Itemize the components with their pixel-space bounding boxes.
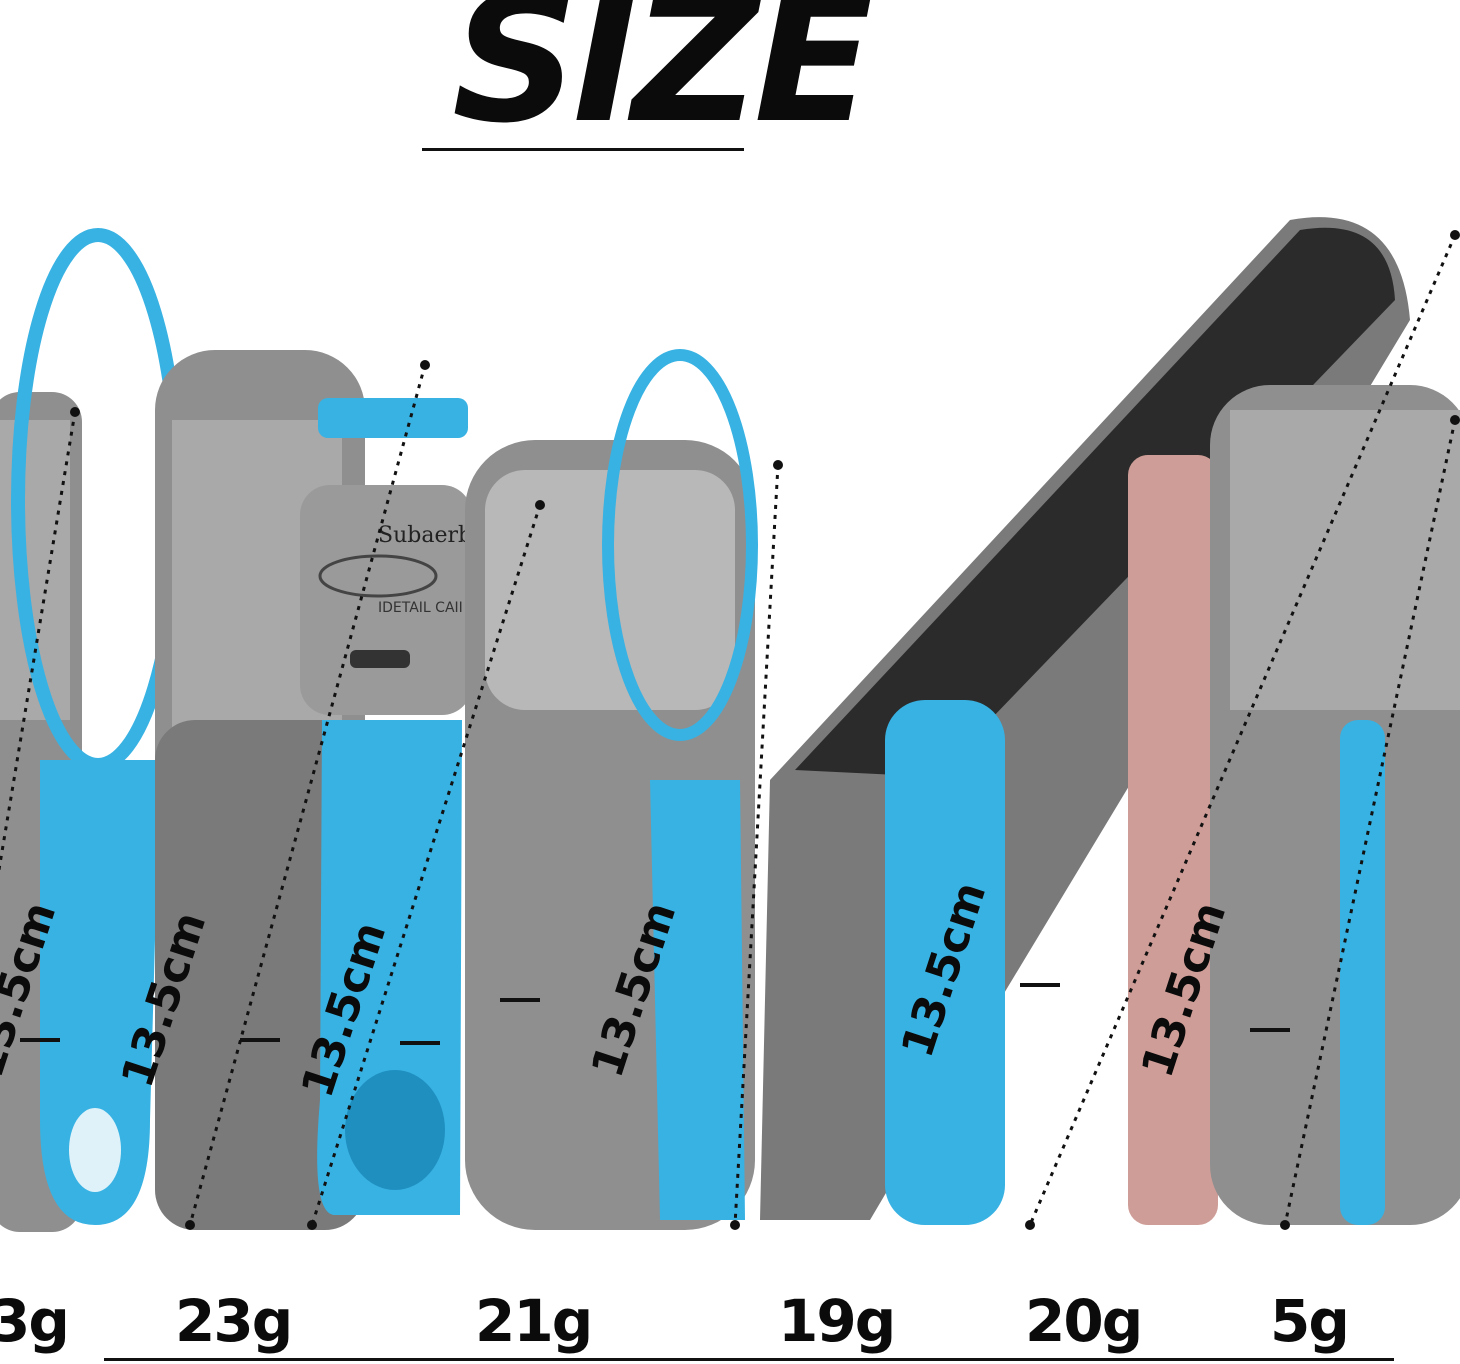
dimension-arrow-1-1: [70, 407, 80, 417]
weight-label-3: 21g: [475, 1287, 593, 1355]
grip-detail-3: [345, 1070, 445, 1190]
product-4: [465, 349, 758, 1230]
dimension-arrow-2-1: [420, 360, 430, 370]
product-3: Subaerb IDETAIL CAII: [300, 398, 472, 1215]
dimension-arrow-5-1: [1450, 230, 1460, 240]
grip-5: [885, 700, 1005, 1225]
blade-brand: Subaerb: [378, 523, 472, 548]
weight-label-5: 20g: [1025, 1287, 1143, 1355]
dimension-arrow-2-2: [185, 1220, 195, 1230]
dimension-arrow-3-2: [307, 1220, 317, 1230]
grip-4: [650, 780, 745, 1220]
product-7: [1210, 385, 1460, 1225]
blade-slot: [350, 650, 410, 668]
dimension-arrow-4-1: [773, 460, 783, 470]
grip-7: [1340, 720, 1385, 1225]
pink-file-6: [1128, 455, 1218, 1225]
blade-emblem: [318, 554, 438, 598]
weight-label-2: 23g: [175, 1287, 293, 1355]
bottom-underline: [104, 1358, 1394, 1361]
loop-handle-4: [602, 349, 758, 741]
emery-surface-5: [795, 227, 1395, 780]
page-title: SIZE: [451, 0, 874, 162]
weight-label-6: 5g: [1270, 1287, 1350, 1355]
dimension-arrow-4-2: [730, 1220, 740, 1230]
shaver-cap-3: [318, 398, 468, 438]
title-underline: [422, 148, 744, 151]
dimension-arrow-3-1: [535, 500, 545, 510]
weight-label-1: 3g: [0, 1287, 70, 1355]
grip-1: [40, 760, 160, 1225]
product-6: [1128, 455, 1218, 1225]
dimension-line-1: [0, 411, 77, 873]
dimension-line-2: [188, 364, 427, 1226]
dimension-line-6: [1283, 419, 1457, 1226]
hang-hole-1: [69, 1108, 121, 1192]
blade-head-3: [300, 485, 472, 715]
product-1: [0, 228, 185, 1232]
blade-subtext: IDETAIL CAII: [378, 600, 463, 616]
handle-2: [155, 720, 365, 1230]
dimension-line-4: [733, 464, 780, 1226]
weight-label-4: 19g: [778, 1287, 896, 1355]
dimension-arrow-6-1: [1450, 415, 1460, 425]
mesh-surface-7: [1230, 410, 1460, 710]
dimension-arrow-6-2: [1280, 1220, 1290, 1230]
dimension-arrow-5-2: [1025, 1220, 1035, 1230]
